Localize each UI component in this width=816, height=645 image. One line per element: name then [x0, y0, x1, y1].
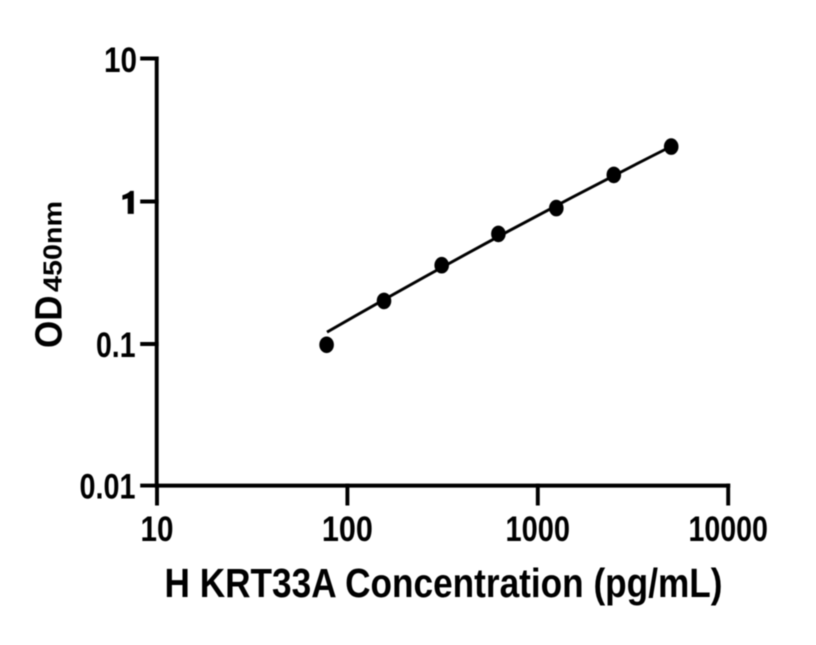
svg-text:0.01: 0.01	[80, 468, 136, 507]
svg-text:H KRT33A Concentration (pg/mL): H KRT33A Concentration (pg/mL)	[165, 560, 723, 606]
svg-text:OD450nm: OD450nm	[29, 201, 71, 348]
svg-text:10: 10	[104, 41, 137, 80]
svg-text:100: 100	[322, 510, 373, 549]
svg-text:10: 10	[141, 510, 174, 549]
svg-text:1000: 1000	[506, 510, 571, 549]
svg-text:0.1: 0.1	[96, 326, 136, 365]
svg-text:10000: 10000	[688, 510, 768, 549]
